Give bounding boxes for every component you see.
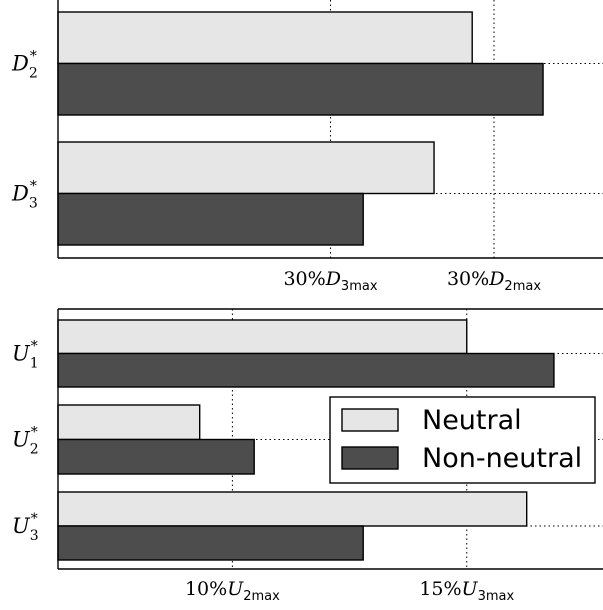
bar-non-neutral-0 [57,352,555,388]
bar-neutral-0 [57,319,468,355]
reference-label-0: 30%D3max [283,268,377,294]
category-label-1: D* 3 [11,179,38,212]
legend-label-0: Neutral [422,405,522,436]
legend-swatch-0 [341,408,399,432]
bar-series-0-0 [57,11,473,65]
bar-series-1-0 [57,62,544,116]
legend-swatch-1 [341,446,399,470]
category-label-1: U* 2 [12,425,39,458]
panel-u-values: U* 1 U* 2 U* 3 10%U2max 15%U3max Neutral Non-neut… [12,308,603,604]
bar-neutral-2 [57,491,528,527]
panel-d-values: D* 2 D* 3 30%D3max 30%D2max [11,0,603,294]
reference-label-1: 15%U3max [419,578,514,604]
bar-series-0-1 [57,141,435,195]
bar-series-1-1 [57,192,364,246]
bar-neutral-1 [57,404,201,441]
bar-non-neutral-1 [57,438,255,475]
category-label-0: D* 2 [11,49,38,82]
category-label-0: U* 1 [12,339,39,372]
bar-non-neutral-2 [57,525,364,561]
reference-label-1: 30%D2max [447,268,541,294]
category-label-2: U* 3 [12,511,39,544]
reference-label-0: 10%U2max [185,578,280,604]
legend-label-1: Non-neutral [422,443,582,474]
